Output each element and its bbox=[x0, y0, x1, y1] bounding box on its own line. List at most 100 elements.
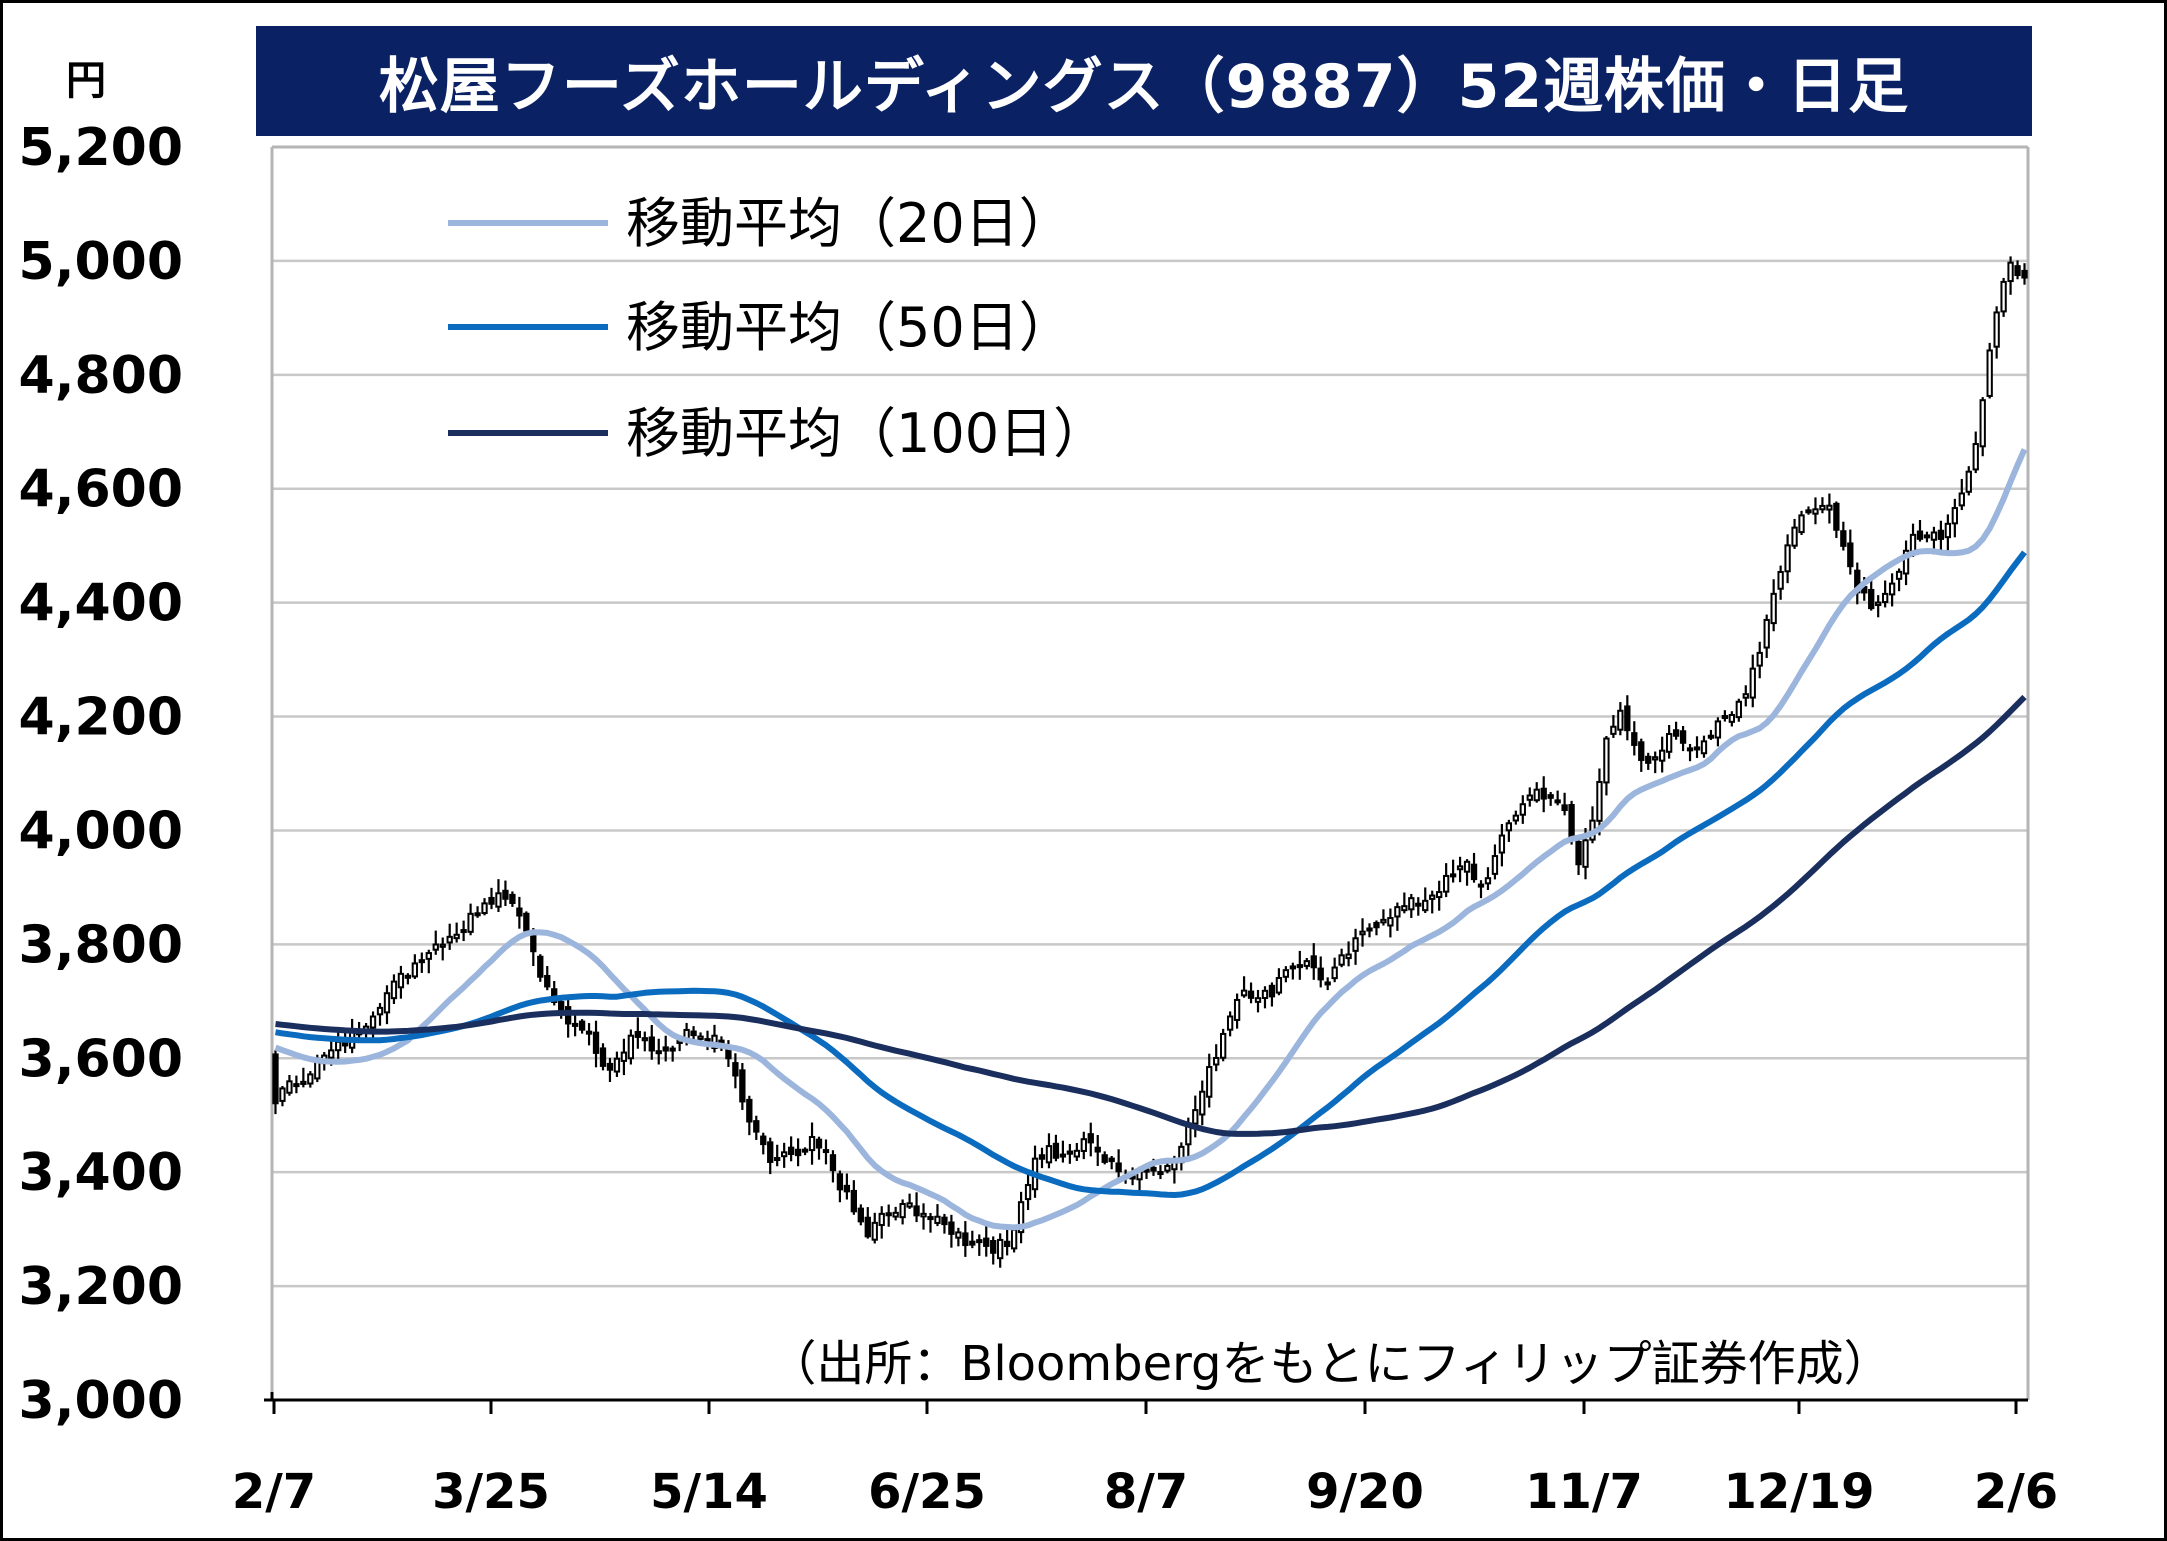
candle bbox=[690, 1026, 697, 1041]
candle-body bbox=[1484, 877, 1492, 885]
candle-body bbox=[1429, 894, 1436, 900]
candle-body bbox=[1735, 700, 1742, 719]
candle bbox=[1868, 577, 1875, 611]
legend-label: 移動平均（20日） bbox=[626, 192, 1073, 255]
candle bbox=[425, 949, 432, 974]
candle-body bbox=[1143, 1168, 1150, 1173]
candle-body bbox=[1624, 705, 1631, 732]
candle-body bbox=[453, 933, 460, 940]
candle bbox=[523, 911, 530, 933]
candle bbox=[585, 1023, 593, 1046]
candle-body bbox=[1965, 470, 1972, 493]
candle bbox=[1944, 514, 1952, 552]
candle-body bbox=[655, 1050, 662, 1055]
candle bbox=[1303, 958, 1310, 970]
y-tick-label: 4,600 bbox=[19, 460, 183, 520]
candle-body bbox=[1784, 544, 1791, 573]
candle-body bbox=[474, 912, 481, 917]
candle bbox=[1087, 1122, 1094, 1157]
candle bbox=[1094, 1135, 1101, 1167]
candle bbox=[822, 1139, 830, 1165]
candle-body bbox=[1652, 756, 1659, 761]
candle bbox=[829, 1150, 837, 1183]
candle-body bbox=[1401, 905, 1408, 912]
candle bbox=[376, 1003, 384, 1026]
candle bbox=[641, 1031, 648, 1052]
candle-body bbox=[446, 935, 453, 944]
candle bbox=[613, 1051, 621, 1077]
candle-body bbox=[627, 1034, 635, 1060]
candle-body bbox=[976, 1239, 983, 1244]
candle bbox=[1916, 520, 1924, 542]
candle bbox=[467, 903, 474, 936]
candle-body bbox=[1108, 1157, 1115, 1163]
candle bbox=[892, 1206, 899, 1221]
candle bbox=[1756, 641, 1763, 679]
candle bbox=[620, 1038, 628, 1076]
candle bbox=[1289, 962, 1297, 980]
candle-body bbox=[885, 1212, 892, 1217]
candle bbox=[1791, 518, 1798, 549]
candle bbox=[1575, 839, 1582, 876]
candle-body bbox=[1972, 443, 1979, 471]
candle bbox=[732, 1053, 739, 1089]
candle bbox=[1777, 565, 1784, 600]
candle-body bbox=[1805, 509, 1812, 514]
candle-body bbox=[1352, 937, 1359, 952]
candle bbox=[1003, 1228, 1011, 1256]
candle-body bbox=[1979, 399, 1986, 448]
candle bbox=[592, 1020, 600, 1068]
candle bbox=[1024, 1173, 1032, 1211]
candle bbox=[955, 1227, 962, 1247]
candle-body bbox=[878, 1212, 885, 1227]
candle-body bbox=[1470, 863, 1478, 881]
candle-body bbox=[1575, 840, 1582, 866]
candle-body bbox=[1937, 529, 1945, 540]
candle bbox=[753, 1115, 760, 1140]
candle bbox=[272, 1050, 279, 1115]
candle-body bbox=[509, 893, 516, 904]
candle bbox=[544, 966, 551, 991]
candle-body bbox=[1192, 1109, 1199, 1125]
candle-body bbox=[1456, 865, 1464, 871]
candle-body bbox=[927, 1216, 934, 1221]
candle bbox=[1888, 573, 1896, 607]
candle bbox=[634, 1017, 641, 1049]
candle bbox=[446, 923, 453, 950]
candle bbox=[432, 930, 439, 955]
candle bbox=[1721, 710, 1729, 722]
candle bbox=[1199, 1080, 1206, 1126]
candle bbox=[1080, 1131, 1087, 1160]
candle bbox=[1679, 726, 1687, 752]
candle-body bbox=[1512, 814, 1519, 822]
candle-body bbox=[1930, 531, 1938, 541]
candle bbox=[1951, 498, 1958, 538]
candle bbox=[1895, 568, 1903, 592]
x-tick-label: 8/7 bbox=[1104, 1464, 1188, 1520]
candle-body bbox=[2021, 269, 2028, 279]
candle-body bbox=[397, 972, 405, 989]
candle-body bbox=[1289, 965, 1297, 970]
candle bbox=[474, 906, 481, 918]
candle bbox=[1422, 887, 1429, 914]
candle-body bbox=[781, 1151, 788, 1158]
candle-body bbox=[418, 959, 425, 964]
candle bbox=[1359, 918, 1366, 947]
candle-body bbox=[1380, 918, 1387, 924]
candle bbox=[1533, 782, 1540, 803]
candle-body bbox=[1881, 592, 1889, 604]
candle-body bbox=[1519, 803, 1526, 816]
candle bbox=[1477, 880, 1485, 899]
candle-body bbox=[1059, 1153, 1067, 1158]
candle-body bbox=[1700, 740, 1708, 755]
candle bbox=[1261, 986, 1269, 1009]
candle bbox=[1456, 856, 1464, 883]
candle bbox=[767, 1137, 774, 1175]
candle bbox=[1686, 743, 1694, 762]
candle-body bbox=[941, 1216, 948, 1226]
candle bbox=[1700, 735, 1708, 758]
candle bbox=[1826, 493, 1833, 524]
candle-body bbox=[1303, 960, 1310, 967]
